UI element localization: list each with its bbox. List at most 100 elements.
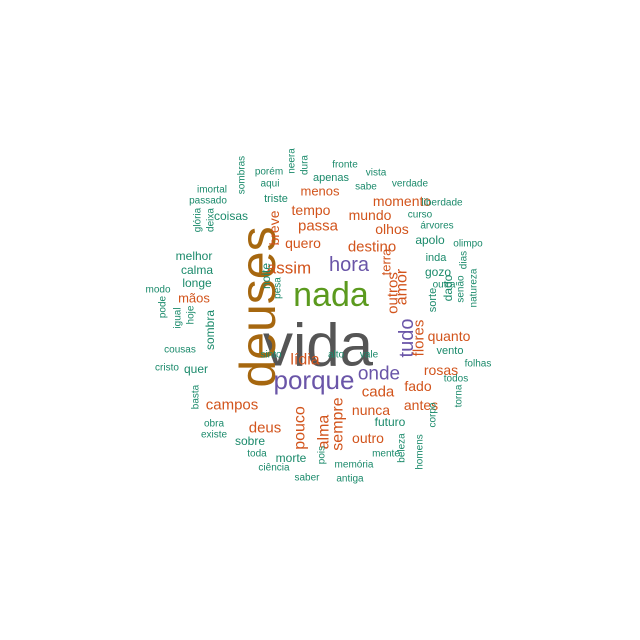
word-apenas: apenas [313,172,350,184]
word-flores: flores [411,320,428,357]
word-ciência: ciência [258,463,290,474]
word-mente: mente [372,449,400,460]
word-terra: terra [379,248,394,276]
word-fronte: fronte [332,160,358,171]
word-dado: dado [441,274,455,301]
word-quanto: quanto [428,328,471,344]
word-basta: basta [191,384,202,409]
word-pois: pois [317,446,328,464]
word-campos: campos [206,397,259,414]
word-árvores: árvores [420,221,453,232]
word-hoje: hoje [186,305,197,324]
word-nunca: nunca [352,402,390,418]
word-gozo: gozo [425,265,451,279]
word-neera: neera [287,148,298,174]
word-apolo: apolo [415,233,445,247]
word-igual: igual [173,307,184,328]
word-aqui: aqui [261,179,280,190]
word-nada: nada [293,276,369,314]
word-vento: vento [437,345,464,357]
word-quer: quer [184,362,208,376]
word-pouco: pouco [292,406,309,450]
word-lídia: lídia [290,352,319,369]
word-pode: pode [158,295,169,318]
word-noite: noite [259,263,273,289]
word-vista: vista [366,168,387,179]
word-deixa: deixa [206,208,217,232]
word-passado: passado [189,196,227,207]
word-longe: longe [182,276,212,290]
word-folhas: folhas [465,359,492,370]
word-senão: senão [456,275,467,303]
word-vida: vida [263,312,374,379]
word-quero: quero [285,235,321,251]
word-antiga: antiga [336,474,364,485]
word-sempre: sempre [330,397,347,450]
word-obra: obra [204,419,224,430]
word-alma: alma [316,415,333,450]
word-dias: dias [459,251,470,269]
word-hora: hora [329,254,370,276]
word-porque: porque [274,365,355,395]
word-corpo: corpo [428,402,439,427]
word-coisas: coisas [214,209,248,223]
word-sombras: sombras [237,156,248,194]
word-natureza: natureza [469,268,480,307]
word-mãos: mãos [178,291,210,306]
word-menos: menos [300,184,340,199]
word-calma: calma [181,263,213,277]
word-rosas: rosas [424,362,458,378]
word-mundo: mundo [349,207,392,223]
word-homens: homens [415,434,426,470]
word-morte: morte [276,451,307,465]
word-deus: deus [249,420,282,437]
word-torna: torna [454,384,465,407]
word-tempo: tempo [292,202,331,218]
word-triste: triste [264,193,288,205]
word-verdade: verdade [392,179,429,190]
word-beleza: beleza [397,433,408,463]
word-olhos: olhos [375,221,408,237]
word-deuses: deuses [230,226,286,387]
word-assim: assim [267,259,311,278]
word-sombra: sombra [203,310,217,350]
word-todos: todos [444,374,468,385]
word-cousas: cousas [164,345,196,356]
word-pesa: pesa [273,277,284,299]
word-cristo: cristo [155,363,179,374]
word-sinto: sinto [260,350,282,361]
word-cada: cada [362,384,395,401]
word-curso: curso [408,210,433,221]
word-onde: onde [358,364,400,385]
word-outro: outro [352,430,384,446]
word-glória: glória [193,207,204,232]
word-modo: modo [145,285,170,296]
word-outra: outra [433,280,456,291]
word-existe: existe [201,430,228,441]
word-saber: saber [294,473,320,484]
word-vale: vale [360,350,379,361]
word-memória: memória [335,460,374,471]
word-tudo: tudo [396,319,418,358]
word-outros: outros [385,272,402,314]
word-amor: amor [394,268,411,305]
word-fado: fado [404,378,431,394]
word-toda: toda [247,449,267,460]
word-alto: alto [328,350,345,361]
word-destino: destino [348,239,396,256]
word-momento: momento [373,193,432,209]
word-sabe: sabe [355,182,377,193]
word-futuro: futuro [375,415,406,429]
word-imortal: imortal [197,185,227,196]
word-breve: breve [266,210,282,245]
word-porém: porém [255,167,283,178]
word-olimpo: olimpo [453,239,483,250]
word-liberdade: liberdade [421,198,463,209]
word-antes: antes [404,397,438,413]
word-sorte: sorte [427,288,439,312]
word-dura: dura [300,155,311,175]
word-sobre: sobre [235,434,265,448]
word-inda: inda [426,252,448,264]
word-melhor: melhor [176,249,213,263]
